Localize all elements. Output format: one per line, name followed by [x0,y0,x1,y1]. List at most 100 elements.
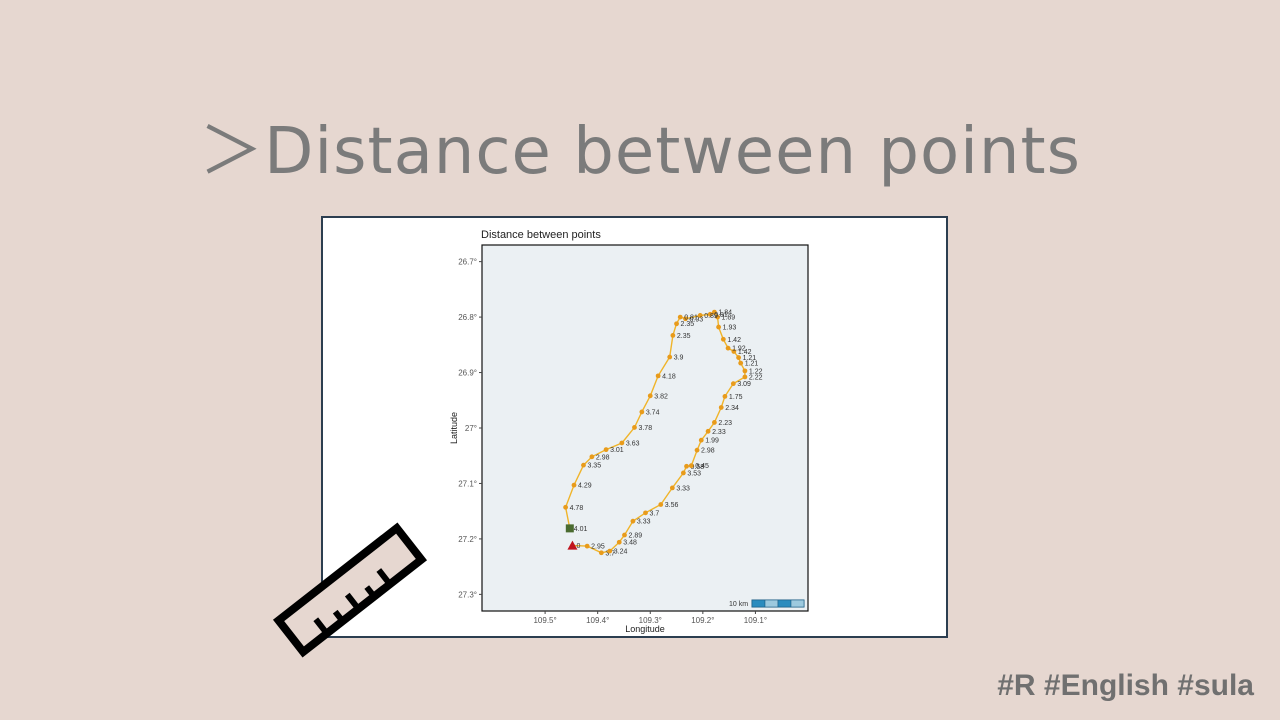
track-point [603,447,609,453]
distance-label: 2.22 [749,374,763,381]
distance-label: 1.22 [749,368,763,375]
track-point [667,354,673,360]
y-tick-label: 27.3° [458,590,477,599]
track-point [630,518,636,524]
track-point [698,437,704,443]
track-point [680,470,686,476]
y-tick-label: 27° [465,424,477,433]
track-point [647,393,653,399]
distance-label: 3.74 [646,409,660,416]
distance-label: 1.75 [729,394,743,401]
x-tick-label: 109.2° [691,616,714,625]
track-point [598,550,604,556]
track-point [589,454,595,460]
distance-label: 3.09 [737,381,751,388]
scalebar-label: 10 km [729,601,748,608]
track-point [607,548,613,554]
distance-map-chart: Distance between points 26.7° 26.8° 26.9° 2… [449,229,809,634]
distance-label: 2.98 [596,454,610,461]
distance-label: 4.29 [578,483,592,490]
distance-label: 3.9 [674,355,684,362]
track-point [742,368,748,374]
y-tick-label: 27.1° [458,479,477,488]
track-point [725,345,731,351]
distance-label: 0.45 [695,463,709,470]
distance-label: 3.35 [587,463,601,470]
distance-label: 4.78 [570,505,584,512]
track-point [712,420,717,425]
y-axis-label: Latitude [449,412,459,444]
scalebar-segment [790,599,805,608]
track-point [571,482,577,488]
distance-label: 3.78 [638,425,652,432]
track-point [622,532,627,538]
track-point [738,360,744,366]
distance-label: 0.58 [691,464,705,471]
distance-label: 2.89 [628,533,642,540]
x-tick-label: 109.5° [533,616,556,625]
x-axis: 109.5° 109.4° 109.3° 109.2° 109.1° [533,611,767,625]
y-tick-label: 26.9° [458,369,477,378]
distance-label: 3.33 [637,519,651,526]
distance-label: 0.81 [714,312,728,319]
scalebar-segment [764,599,779,608]
chart-screenshot-frame: Distance between points 26.7° 26.8° 26.9° 2… [321,216,948,638]
distance-label: 1.92 [732,346,746,353]
scalebar: 10 km [729,599,805,608]
distance-label: 3.48 [623,540,637,547]
distance-label: 1.84 [718,310,732,317]
track-point [731,349,737,354]
track-point [683,316,688,322]
track-point [694,447,700,453]
start-marker [565,524,574,533]
track-point [639,409,645,415]
distance-label: 2.35 [677,333,691,340]
track-point [674,321,679,327]
track-point [707,311,713,317]
scalebar-segment [777,599,792,608]
x-axis-label: Longitude [625,624,665,634]
track-point [715,314,720,320]
track-point [658,502,664,507]
track-point [730,381,736,387]
track-point [688,463,694,469]
track-layer: 0 2.953.73.243.482.893.333.73.563.333.530… [563,309,763,557]
distance-label: 3.24 [614,549,628,556]
track-point [697,313,703,318]
distance-label: 2.23 [718,420,732,427]
distance-label: 4.18 [662,373,676,380]
track-point [563,504,569,510]
y-tick-label: 26.7° [458,258,477,267]
distance-label: 2.95 [591,544,605,551]
track-point [616,539,622,545]
distance-label: 2.34 [725,405,739,412]
track-point [655,373,661,379]
track-point [716,324,722,330]
y-tick-label: 26.8° [458,313,477,322]
x-tick-label: 109.1° [744,616,767,625]
distance-label: 3.56 [665,502,679,509]
end-marker [567,540,578,550]
distance-label: 1.21 [745,361,759,368]
distance-label: 3.7 [650,510,660,517]
x-tick-label: 109.3° [639,616,662,625]
distance-label: 0.93 [689,316,703,323]
distance-label: 1.42 [738,349,752,356]
track-point [670,332,676,338]
distance-label: 4.01 [574,526,588,533]
track-point [632,425,637,430]
distance-label: 3.82 [654,393,668,400]
y-axis: 26.7° 26.8° 26.9° 27° 27.1° 27.2° 27.3° [458,258,482,599]
distance-label: 1.89 [722,315,736,322]
track-point [722,393,728,399]
distance-label: 1.21 [743,355,757,362]
track-point [712,309,717,315]
chart-title: Distance between points [481,229,601,241]
ruler-icon [272,522,428,658]
track-point [684,463,689,469]
distance-label: 0.81 [684,315,698,322]
track-point [705,428,711,434]
track-point [720,336,726,342]
distance-label: 1.93 [723,325,737,332]
track-point [736,355,741,360]
